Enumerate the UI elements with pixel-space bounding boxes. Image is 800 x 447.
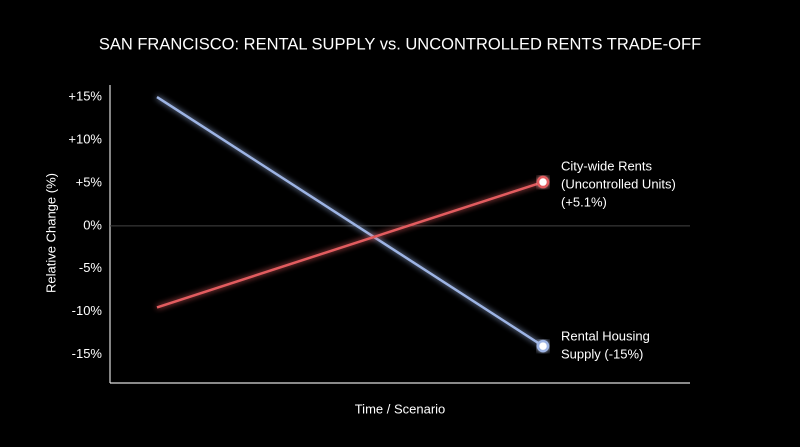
chart-title: SAN FRANCISCO: RENTAL SUPPLY vs. UNCONTR… [99, 35, 701, 53]
y-tick-label: +5% [76, 174, 103, 189]
series-line [156, 95, 544, 348]
y-tick-label: 0% [83, 217, 102, 232]
end-point [536, 339, 550, 353]
y-tick-label: -15% [72, 346, 103, 361]
series-line [156, 180, 544, 309]
series-label: (Uncontrolled Units) [561, 176, 676, 191]
y-tick-label: -5% [79, 260, 103, 275]
series-label: City-wide Rents [561, 158, 653, 173]
series-label: (+5.1%) [561, 194, 607, 209]
y-axis-label: Relative Change (%) [43, 173, 58, 293]
x-axis-label: Time / Scenario [355, 401, 446, 416]
series-label: Rental Housing [561, 329, 650, 344]
y-tick-label: +15% [68, 88, 102, 103]
end-point [536, 175, 550, 189]
series-label: Supply (-15%) [561, 347, 643, 362]
y-tick-label: +10% [68, 131, 102, 146]
y-tick-label: -10% [72, 303, 103, 318]
